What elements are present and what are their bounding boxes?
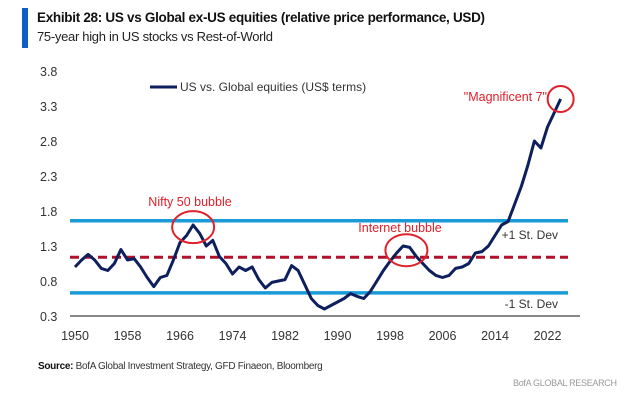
title-accent-bar (22, 8, 28, 48)
source-note: Source: BofA Global Investment Strategy,… (38, 361, 323, 372)
source-label: Source: (38, 361, 74, 372)
y-tick-label: 3.3 (40, 100, 57, 114)
credit: BofA GLOBAL RESEARCH (513, 378, 617, 388)
y-tick-label: 0.3 (40, 310, 57, 324)
x-tick-label: 1998 (376, 329, 404, 343)
chart-title: Exhibit 28: US vs Global ex-US equities … (37, 10, 485, 25)
y-tick-label: 3.8 (40, 65, 57, 79)
x-tick-label: 1990 (324, 329, 352, 343)
annotation-label: Nifty 50 bubble (148, 195, 231, 209)
x-tick-label: 1958 (114, 329, 142, 343)
y-tick-label: 2.3 (40, 170, 57, 184)
annotation-circle (546, 85, 575, 113)
annotation-circle (171, 210, 216, 245)
y-tick-label: 2.8 (40, 135, 57, 149)
y-tick-label: 1.3 (40, 240, 57, 254)
legend-label: US vs. Global equities (US$ terms) (180, 80, 366, 94)
x-tick-label: 1982 (271, 329, 299, 343)
x-tick-label: 1974 (219, 329, 247, 343)
source-text: BofA Global Investment Strategy, GFD Fin… (75, 361, 323, 372)
y-tick-label: 1.8 (40, 205, 57, 219)
std-dev-label: +1 St. Dev (502, 228, 558, 242)
x-tick-label: 2006 (429, 329, 457, 343)
legend: US vs. Global equities (US$ terms) (150, 80, 366, 94)
chart-subtitle: 75-year high in US stocks vs Rest-of-Wor… (37, 29, 273, 44)
series-line-us-vs-global (73, 98, 562, 311)
annotation-circle (384, 233, 429, 268)
x-tick-label: 1966 (166, 329, 194, 343)
x-tick-label: 1950 (61, 329, 89, 343)
std-dev-label: -1 St. Dev (505, 297, 558, 311)
y-tick-label: 0.8 (40, 275, 57, 289)
x-tick-label: 2014 (481, 329, 509, 343)
annotation-label: "Magnificent 7" (464, 90, 547, 104)
x-tick-label: 2022 (534, 329, 562, 343)
annotation-label: Internet bubble (358, 221, 441, 235)
